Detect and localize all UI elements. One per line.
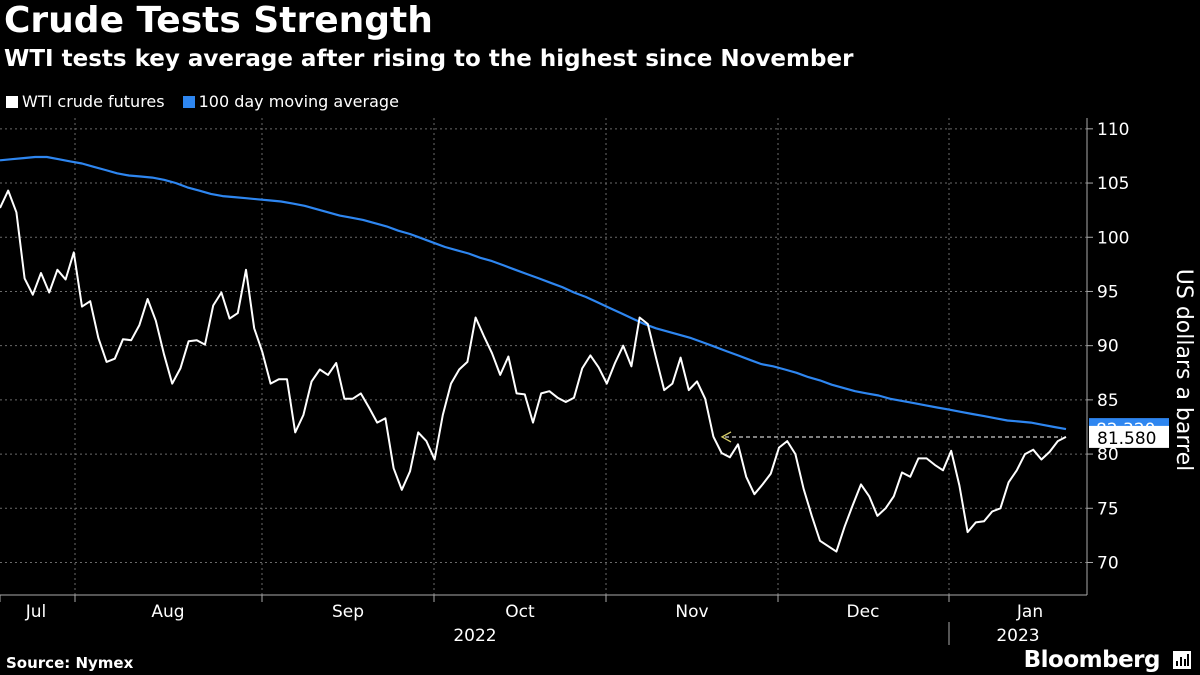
y-tick-label: 100 (1097, 228, 1129, 248)
legend-label-ma: 100 day moving average (198, 92, 399, 111)
series-line-wti (0, 189, 1067, 553)
legend-item-ma: 100 day moving average (182, 92, 399, 111)
y-tick-label: 105 (1097, 174, 1129, 194)
legend-item-wti: WTI crude futures (6, 92, 165, 111)
legend: WTI crude futures 100 day moving average (6, 92, 399, 111)
x-tick-label: Dec (847, 602, 880, 622)
brand-logo: Bloomberg (1023, 647, 1161, 673)
y-tick-label: 75 (1097, 499, 1119, 519)
y-tick-label: 110 (1097, 120, 1129, 140)
y-tick-label: 95 (1097, 282, 1119, 302)
x-tick-label: Oct (505, 602, 535, 622)
chart-title: Crude Tests Strength (4, 0, 433, 41)
value-label-wti-bg (1089, 425, 1169, 448)
x-tick-label: Nov (675, 602, 708, 622)
series-line-ma (0, 155, 1067, 431)
reference-arrow (720, 431, 732, 443)
x-tick-label: Jul (25, 602, 47, 622)
year-label: 2023 (996, 626, 1039, 646)
x-tick-label: Aug (151, 602, 184, 622)
legend-label-wti: WTI crude futures (22, 92, 165, 111)
value-label-wti: 81.580 (1097, 429, 1156, 449)
x-tick-label: Sep (332, 602, 364, 622)
y-tick-label: 90 (1097, 337, 1119, 357)
y-tick-label: 70 (1097, 553, 1119, 573)
chart-subtitle: WTI tests key average after rising to th… (4, 46, 854, 72)
legend-swatch-wti (6, 95, 18, 108)
legend-swatch-ma (182, 95, 195, 108)
x-tick-label: Jan (1016, 602, 1043, 622)
y-axis-label: US dollars a barrel (1171, 269, 1196, 471)
source-note: Source: Nymex (6, 654, 134, 672)
bloomberg-terminal-icon (1173, 651, 1191, 669)
y-tick-label: 80 (1097, 445, 1119, 465)
year-label: 2022 (453, 626, 496, 646)
y-tick-label: 85 (1097, 391, 1119, 411)
